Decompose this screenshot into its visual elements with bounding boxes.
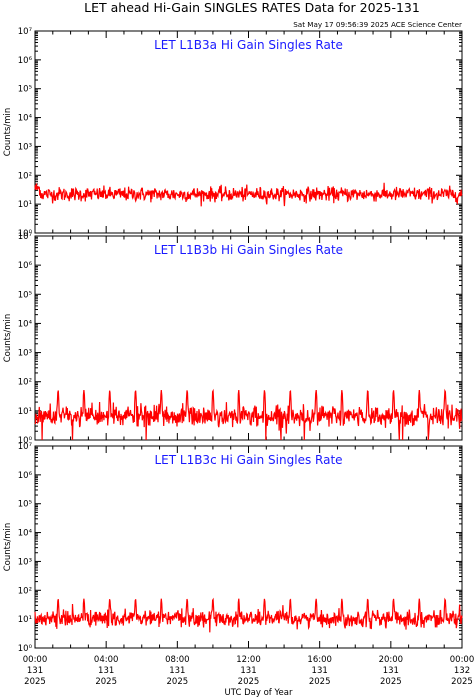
- figure-title: LET ahead Hi-Gain SINGLES RATES Data for…: [84, 0, 420, 15]
- y-tick-label: 10⁵: [18, 290, 32, 300]
- x-tick-year: 2025: [167, 677, 189, 687]
- x-tick-time: 08:00: [165, 655, 190, 665]
- x-tick-time: 12:00: [236, 655, 261, 665]
- x-tick-year: 2025: [95, 677, 117, 687]
- x-tick-year: 2025: [24, 677, 46, 687]
- x-tick-year: 2025: [380, 677, 402, 687]
- x-tick-year: 2025: [238, 677, 260, 687]
- panel-title: LET L1B3b Hi Gain Singles Rate: [154, 243, 343, 257]
- panels: 10⁰ 10¹ 10² 10³ 10⁴ 10⁵ 10⁶ 10⁷ LET L1B3a Hi Gai…: [3, 27, 463, 654]
- y-tick-label: 10¹: [18, 407, 32, 417]
- y-axis-label: Counts/min: [3, 108, 13, 157]
- x-tick-day: 131: [240, 666, 256, 676]
- panel-title: LET L1B3a Hi Gain Singles Rate: [154, 38, 343, 52]
- series-line: [34, 388, 463, 441]
- x-tick-day: 132: [454, 666, 470, 676]
- y-tick-label: 10⁶: [18, 261, 33, 271]
- y-tick-label: 10⁴: [18, 529, 33, 539]
- y-tick-label: 10⁰: [18, 644, 33, 654]
- x-tick-day: 131: [98, 666, 114, 676]
- x-tick-time: 00:00: [23, 655, 48, 665]
- x-tick-day: 131: [312, 666, 328, 676]
- panel-frame: [34, 30, 463, 234]
- y-tick-label: 10⁰: [18, 229, 33, 239]
- y-tick-label: 10²: [18, 378, 32, 388]
- y-tick-label: 10⁴: [18, 319, 33, 329]
- y-axis-label: Counts/min: [3, 314, 13, 363]
- x-tick-time: 16:00: [307, 655, 332, 665]
- x-tick-year: 2025: [451, 677, 473, 687]
- panel-1: 10⁰ 10¹ 10² 10³ 10⁴ 10⁵ 10⁶ 10⁷ LET L1B3a Hi Gai…: [3, 27, 463, 239]
- y-tick-label: 10⁰: [18, 436, 33, 446]
- series-line: [34, 597, 463, 633]
- x-tick-time: 00:00: [450, 655, 475, 665]
- x-tick-day: 131: [27, 666, 43, 676]
- y-tick-label: 10³: [18, 349, 32, 359]
- panel-title: LET L1B3c Hi Gain Singles Rate: [154, 453, 342, 467]
- x-axis: 00:00131202504:00131202508:00131202512:0…: [23, 655, 475, 698]
- x-tick-time: 04:00: [94, 655, 119, 665]
- y-tick-label: 10⁷: [18, 232, 33, 242]
- x-tick-day: 131: [383, 666, 399, 676]
- timestamp: Sat May 17 09:56:39 2025 ACE Science Cen…: [293, 20, 462, 29]
- series-line: [34, 182, 463, 207]
- x-tick-year: 2025: [309, 677, 331, 687]
- y-tick-label: 10⁷: [18, 27, 33, 37]
- y-tick-label: 10⁵: [18, 500, 32, 510]
- y-tick-label: 10³: [18, 557, 32, 567]
- y-tick-label: 10⁵: [18, 85, 32, 95]
- x-tick-time: 20:00: [379, 655, 404, 665]
- y-tick-label: 10⁶: [18, 471, 33, 481]
- x-axis-label: UTC Day of Year: [225, 688, 293, 698]
- y-tick-label: 10⁷: [18, 442, 33, 452]
- panel-3: 10⁰ 10¹ 10² 10³ 10⁴ 10⁵ 10⁶ 10⁷ LET L1B3c Hi Gai…: [3, 442, 463, 654]
- y-tick-label: 10³: [18, 142, 32, 152]
- x-tick-day: 131: [169, 666, 185, 676]
- panel-2: 10⁰ 10¹ 10² 10³ 10⁴ 10⁵ 10⁶ 10⁷ LET L1B3b Hi Gai…: [3, 232, 463, 446]
- y-tick-label: 10²: [18, 171, 32, 181]
- y-tick-label: 10¹: [18, 615, 32, 625]
- y-tick-label: 10⁴: [18, 114, 33, 124]
- y-axis-label: Counts/min: [3, 523, 13, 572]
- y-tick-label: 10⁶: [18, 56, 33, 66]
- y-tick-label: 10¹: [18, 200, 32, 210]
- y-tick-label: 10²: [18, 586, 32, 596]
